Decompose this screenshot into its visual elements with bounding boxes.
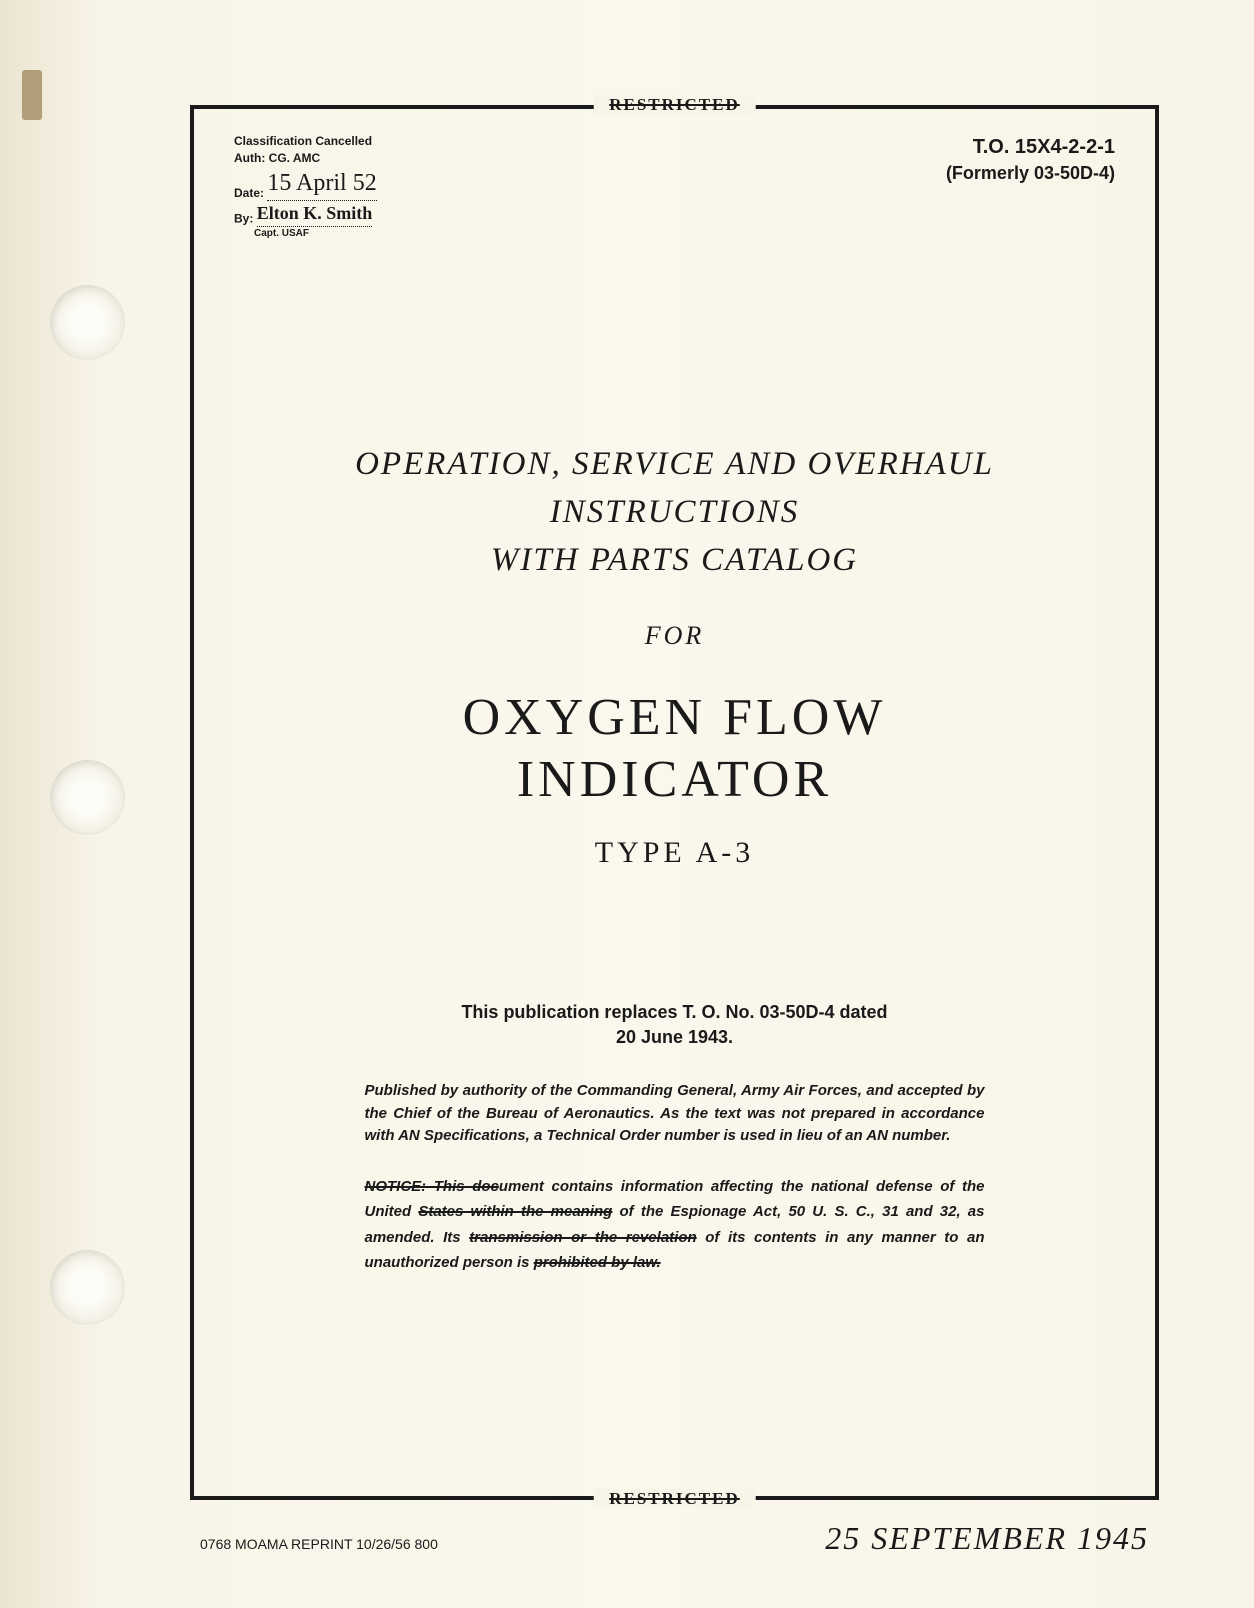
classification-date: Date: 15 April 52 — [234, 167, 377, 202]
doc-number-main: T.O. 15X4-2-2-1 — [946, 133, 1115, 161]
paper-stain — [22, 70, 42, 120]
doc-number-formerly: (Formerly 03-50D-4) — [946, 161, 1115, 186]
title-block: OPERATION, SERVICE AND OVERHAUL INSTRUCT… — [194, 441, 1155, 585]
main-content: OPERATION, SERVICE AND OVERHAUL INSTRUCT… — [194, 241, 1155, 1275]
hole-punch — [50, 285, 125, 360]
restricted-label-top: RESTRICTED — [593, 95, 756, 115]
document-date: 25 SEPTEMBER 1945 — [825, 1520, 1149, 1557]
classification-block: Classification Cancelled Auth: CG. AMC D… — [234, 133, 377, 241]
classification-line: Classification Cancelled — [234, 133, 377, 150]
hole-punch — [50, 760, 125, 835]
authority-text: Published by authority of the Commanding… — [365, 1080, 985, 1148]
footer-row: 0768 MOAMA REPRINT 10/26/56 800 25 SEPTE… — [190, 1520, 1159, 1557]
notice-text: NOTICE: This document contains informati… — [365, 1174, 985, 1276]
document-frame: RESTRICTED Classification Cancelled Auth… — [190, 105, 1159, 1500]
classification-by: By: Elton K. Smith — [234, 201, 377, 227]
header-row: Classification Cancelled Auth: CG. AMC D… — [194, 109, 1155, 241]
reprint-info: 0768 MOAMA REPRINT 10/26/56 800 — [200, 1536, 438, 1552]
classification-auth: Auth: CG. AMC — [234, 150, 377, 167]
replaces-text: This publication replaces T. O. No. 03-5… — [194, 1000, 1155, 1050]
restricted-label-bottom: RESTRICTED — [593, 1489, 756, 1509]
document-number: T.O. 15X4-2-2-1 (Formerly 03-50D-4) — [946, 133, 1115, 241]
subject-title: OXYGEN FLOW INDICATOR — [194, 687, 1155, 812]
document-page: RESTRICTED Classification Cancelled Auth… — [0, 0, 1254, 1608]
type-text: TYPE A-3 — [194, 836, 1155, 870]
hole-punch — [50, 1250, 125, 1325]
classification-rank: Capt. USAF — [234, 227, 377, 241]
for-text: FOR — [194, 621, 1155, 651]
